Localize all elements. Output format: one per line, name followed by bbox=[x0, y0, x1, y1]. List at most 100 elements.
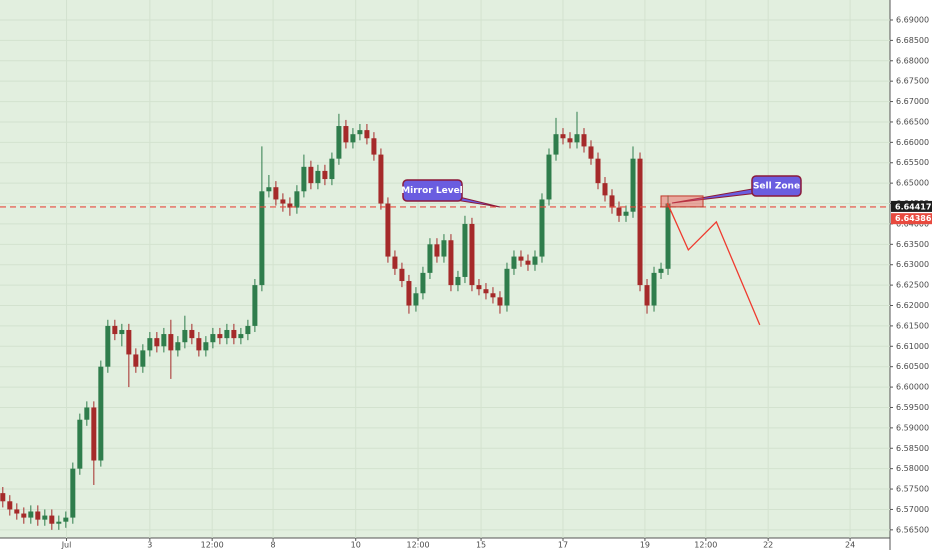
candle-body bbox=[441, 240, 447, 257]
y-tick-label: 6.60000 bbox=[896, 383, 929, 392]
candle-body bbox=[245, 325, 251, 335]
candle-body bbox=[7, 501, 13, 510]
x-tick-label: 24 bbox=[845, 541, 855, 550]
candle-body bbox=[14, 509, 20, 514]
candle-body bbox=[476, 285, 482, 290]
candle-body bbox=[497, 297, 503, 306]
candle-body bbox=[560, 134, 566, 139]
candle-body bbox=[294, 191, 300, 208]
x-tick-label: 12:00 bbox=[694, 541, 717, 550]
x-tick-label: 10 bbox=[351, 541, 361, 550]
candle-body bbox=[378, 154, 384, 204]
candle-body bbox=[238, 334, 244, 339]
candle-body bbox=[266, 187, 272, 192]
level-tag bbox=[891, 200, 932, 212]
y-tick-label: 6.65500 bbox=[896, 158, 929, 167]
candle-body bbox=[315, 170, 321, 184]
y-tick-label: 6.56500 bbox=[896, 525, 929, 534]
candle-body bbox=[469, 223, 475, 286]
candle-body bbox=[301, 166, 307, 192]
candle-body bbox=[63, 517, 69, 522]
candle-body bbox=[420, 272, 426, 294]
y-tick-label: 6.67500 bbox=[896, 77, 929, 86]
y-tick-label: 6.65000 bbox=[896, 179, 929, 188]
candle-body bbox=[322, 170, 328, 180]
candle-body bbox=[21, 513, 27, 518]
axes: 6.69000 6.68500 6.68000 6.67500 6.67000 6.665… bbox=[61, 15, 932, 550]
candle-body bbox=[273, 187, 279, 200]
y-tick-label: 6.62500 bbox=[896, 281, 929, 290]
candle-body bbox=[525, 260, 531, 265]
candle-body bbox=[483, 289, 489, 294]
candle-body bbox=[280, 199, 286, 204]
candle-body bbox=[189, 329, 195, 339]
candle-body bbox=[35, 511, 41, 520]
candle-body bbox=[392, 256, 398, 269]
grid bbox=[0, 0, 890, 538]
candle-body bbox=[168, 334, 174, 351]
candle-body bbox=[364, 130, 370, 139]
candle-body bbox=[350, 134, 356, 143]
candle-body bbox=[133, 354, 139, 367]
x-tick-label: 19 bbox=[640, 541, 650, 550]
candle-body bbox=[49, 515, 55, 524]
callout-box bbox=[402, 179, 463, 202]
candle-body bbox=[609, 195, 615, 208]
candle-body bbox=[595, 158, 601, 184]
y-tick-label: 6.67000 bbox=[896, 97, 929, 106]
candle-body bbox=[112, 325, 118, 335]
candle-body bbox=[126, 329, 132, 355]
candle-body bbox=[329, 158, 335, 180]
y-tick-label: 6.69000 bbox=[896, 15, 929, 24]
y-tick-label: 6.59500 bbox=[896, 403, 929, 412]
candle-body bbox=[105, 325, 111, 367]
x-tick-label: 8 bbox=[271, 541, 276, 550]
candle-body bbox=[462, 223, 468, 277]
candle-body bbox=[518, 256, 524, 261]
candle-body bbox=[588, 146, 594, 159]
candle-body bbox=[553, 134, 559, 155]
candle-body bbox=[0, 493, 6, 502]
candle-body bbox=[455, 276, 461, 286]
candle-body bbox=[336, 126, 342, 159]
candle-body bbox=[287, 203, 293, 208]
time-axis bbox=[0, 538, 890, 550]
projection-line bbox=[666, 202, 761, 326]
x-tick-label: 15 bbox=[476, 541, 486, 550]
candle-body bbox=[651, 272, 657, 306]
candle-body bbox=[357, 130, 363, 135]
candle-body bbox=[84, 407, 90, 420]
candle-body bbox=[252, 285, 258, 326]
drawings: Mirror Level Sell Zone bbox=[0, 175, 890, 326]
callout-label: Sell Zone bbox=[753, 182, 800, 192]
x-tick-label: 12:00 bbox=[407, 541, 430, 550]
candle-body bbox=[56, 521, 62, 524]
candle-body bbox=[210, 334, 216, 343]
candle-body bbox=[147, 338, 153, 351]
sell-zone bbox=[660, 195, 704, 208]
candle-body bbox=[602, 183, 608, 196]
candle-body bbox=[231, 329, 237, 339]
candle-body bbox=[161, 334, 167, 347]
candle-body bbox=[77, 419, 83, 469]
level-tag-label: 6.64417 bbox=[895, 202, 931, 211]
candle-body bbox=[98, 366, 104, 461]
candle-body bbox=[532, 256, 538, 265]
y-tick-label: 6.62000 bbox=[896, 301, 929, 310]
y-tick-label: 6.58500 bbox=[896, 444, 929, 453]
candle-body bbox=[511, 256, 517, 269]
candle-body bbox=[28, 511, 34, 518]
candle-body bbox=[119, 329, 125, 335]
candle-body bbox=[448, 240, 454, 286]
y-tick-label: 6.59000 bbox=[896, 423, 929, 432]
y-tick-label: 6.60500 bbox=[896, 362, 929, 371]
candles bbox=[0, 111, 671, 530]
callout-label: Mirror Level bbox=[401, 186, 463, 196]
y-tick-label: 6.63000 bbox=[896, 260, 929, 269]
last-price-tag bbox=[891, 213, 932, 225]
callout-box bbox=[751, 175, 802, 197]
candle-body bbox=[385, 203, 391, 257]
candle-body bbox=[175, 342, 181, 351]
candle-body bbox=[616, 207, 622, 216]
